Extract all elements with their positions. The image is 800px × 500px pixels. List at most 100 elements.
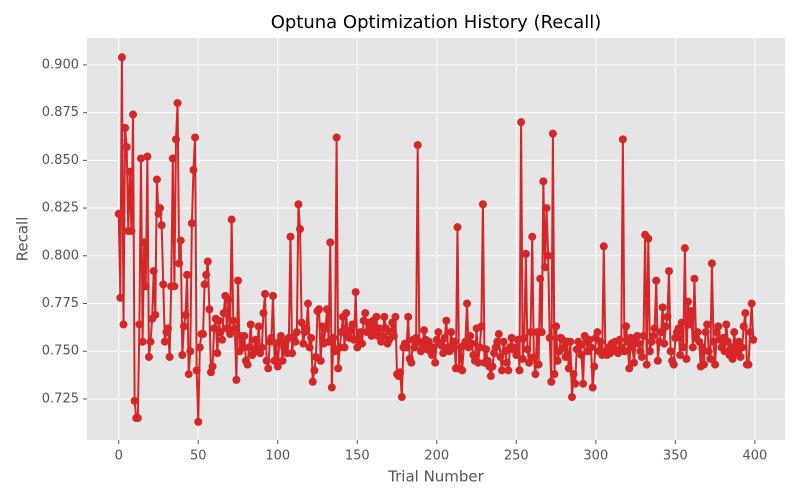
data-point — [493, 337, 502, 346]
data-point — [119, 320, 128, 329]
data-point — [466, 331, 475, 340]
data-point — [194, 417, 203, 426]
data-point — [428, 351, 437, 360]
data-point — [475, 343, 484, 352]
data-point — [219, 309, 228, 318]
data-point — [141, 282, 150, 291]
data-point — [687, 307, 696, 316]
data-point — [181, 310, 190, 319]
data-point — [704, 347, 713, 356]
data-point — [711, 360, 720, 369]
data-point — [138, 337, 147, 346]
data-point — [229, 316, 238, 325]
data-point — [577, 351, 586, 360]
data-point — [307, 333, 316, 342]
data-point — [690, 274, 699, 283]
data-point — [389, 331, 398, 340]
data-point — [213, 349, 222, 358]
x-tick-label: 100 — [265, 449, 290, 464]
data-point — [179, 322, 188, 331]
data-point — [510, 343, 519, 352]
data-point — [666, 347, 675, 356]
data-point — [439, 349, 448, 358]
data-point — [168, 154, 177, 163]
data-point — [679, 343, 688, 352]
data-point — [588, 383, 597, 392]
data-point — [332, 133, 341, 142]
data-point — [447, 328, 456, 337]
data-point — [488, 362, 497, 371]
data-point — [676, 351, 685, 360]
data-point — [521, 249, 530, 258]
data-point — [536, 274, 545, 283]
data-point — [684, 297, 693, 306]
data-point — [569, 370, 578, 379]
data-point — [650, 324, 659, 333]
data-point — [146, 337, 155, 346]
x-tick-label: 350 — [663, 449, 688, 464]
data-point — [178, 351, 187, 360]
data-point — [156, 204, 165, 213]
data-point — [652, 276, 661, 285]
data-point — [116, 293, 125, 302]
data-point — [391, 312, 400, 321]
data-point — [552, 322, 561, 331]
data-point — [226, 330, 235, 339]
data-point — [515, 366, 524, 375]
data-point — [706, 354, 715, 363]
data-point — [420, 326, 429, 335]
data-point — [526, 328, 535, 337]
data-point — [620, 347, 629, 356]
data-point — [738, 343, 747, 352]
data-point — [566, 337, 575, 346]
data-point — [550, 370, 559, 379]
data-point — [121, 123, 130, 132]
data-point — [747, 299, 756, 308]
data-point — [157, 221, 166, 230]
data-point — [660, 339, 669, 348]
data-point — [130, 396, 139, 405]
data-point — [316, 356, 325, 365]
data-point — [633, 331, 642, 340]
data-point — [453, 223, 462, 232]
data-point — [634, 339, 643, 348]
data-point — [199, 330, 208, 339]
data-point — [340, 343, 349, 352]
data-point — [337, 328, 346, 337]
data-point — [467, 339, 476, 348]
data-point — [497, 366, 506, 375]
data-point — [326, 238, 335, 247]
data-point — [644, 234, 653, 243]
data-point — [730, 328, 739, 337]
data-point — [378, 331, 387, 340]
data-point — [303, 299, 312, 308]
data-point — [327, 383, 336, 392]
data-point — [288, 349, 297, 358]
data-point — [424, 337, 433, 346]
data-point — [593, 328, 602, 337]
data-point — [380, 312, 389, 321]
data-point — [585, 335, 594, 344]
data-point — [261, 289, 270, 298]
y-tick-label: 0.875 — [42, 105, 79, 120]
data-point — [709, 337, 718, 346]
x-tick-label: 200 — [424, 449, 449, 464]
data-point — [596, 337, 605, 346]
data-point — [267, 333, 276, 342]
data-point — [707, 259, 716, 268]
data-point — [151, 310, 160, 319]
y-tick-label: 0.750 — [42, 344, 79, 359]
data-point — [544, 251, 553, 260]
data-point — [210, 324, 219, 333]
data-point — [531, 370, 540, 379]
data-point — [502, 358, 511, 367]
data-point — [529, 352, 538, 361]
data-point — [122, 142, 131, 151]
data-point — [165, 352, 174, 361]
data-point — [739, 322, 748, 331]
data-point — [278, 356, 287, 365]
data-point — [254, 322, 263, 331]
data-point — [214, 316, 223, 325]
data-point — [291, 337, 300, 346]
data-point — [205, 305, 214, 314]
